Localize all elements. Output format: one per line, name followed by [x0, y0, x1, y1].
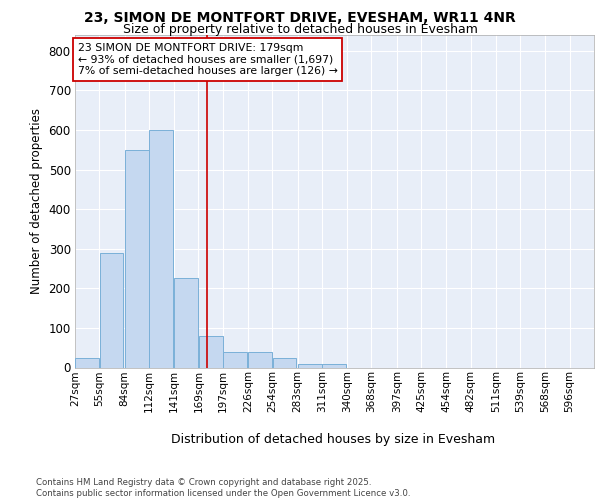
Bar: [149, 130, 173, 368]
Text: 23, SIMON DE MONTFORT DRIVE, EVESHAM, WR11 4NR: 23, SIMON DE MONTFORT DRIVE, EVESHAM, WR…: [84, 11, 516, 25]
Bar: [223, 352, 247, 368]
Bar: [199, 336, 223, 368]
Y-axis label: Number of detached properties: Number of detached properties: [30, 108, 43, 294]
Bar: [272, 358, 296, 368]
Text: Contains HM Land Registry data © Crown copyright and database right 2025.
Contai: Contains HM Land Registry data © Crown c…: [36, 478, 410, 498]
Bar: [298, 364, 322, 368]
Bar: [100, 252, 124, 368]
Bar: [125, 150, 149, 368]
Text: Size of property relative to detached houses in Evesham: Size of property relative to detached ho…: [122, 24, 478, 36]
Text: 23 SIMON DE MONTFORT DRIVE: 179sqm
← 93% of detached houses are smaller (1,697)
: 23 SIMON DE MONTFORT DRIVE: 179sqm ← 93%…: [77, 43, 337, 76]
Bar: [175, 278, 198, 368]
Bar: [75, 358, 99, 368]
Text: Distribution of detached houses by size in Evesham: Distribution of detached houses by size …: [171, 432, 495, 446]
Bar: [248, 352, 272, 368]
Bar: [322, 364, 346, 368]
